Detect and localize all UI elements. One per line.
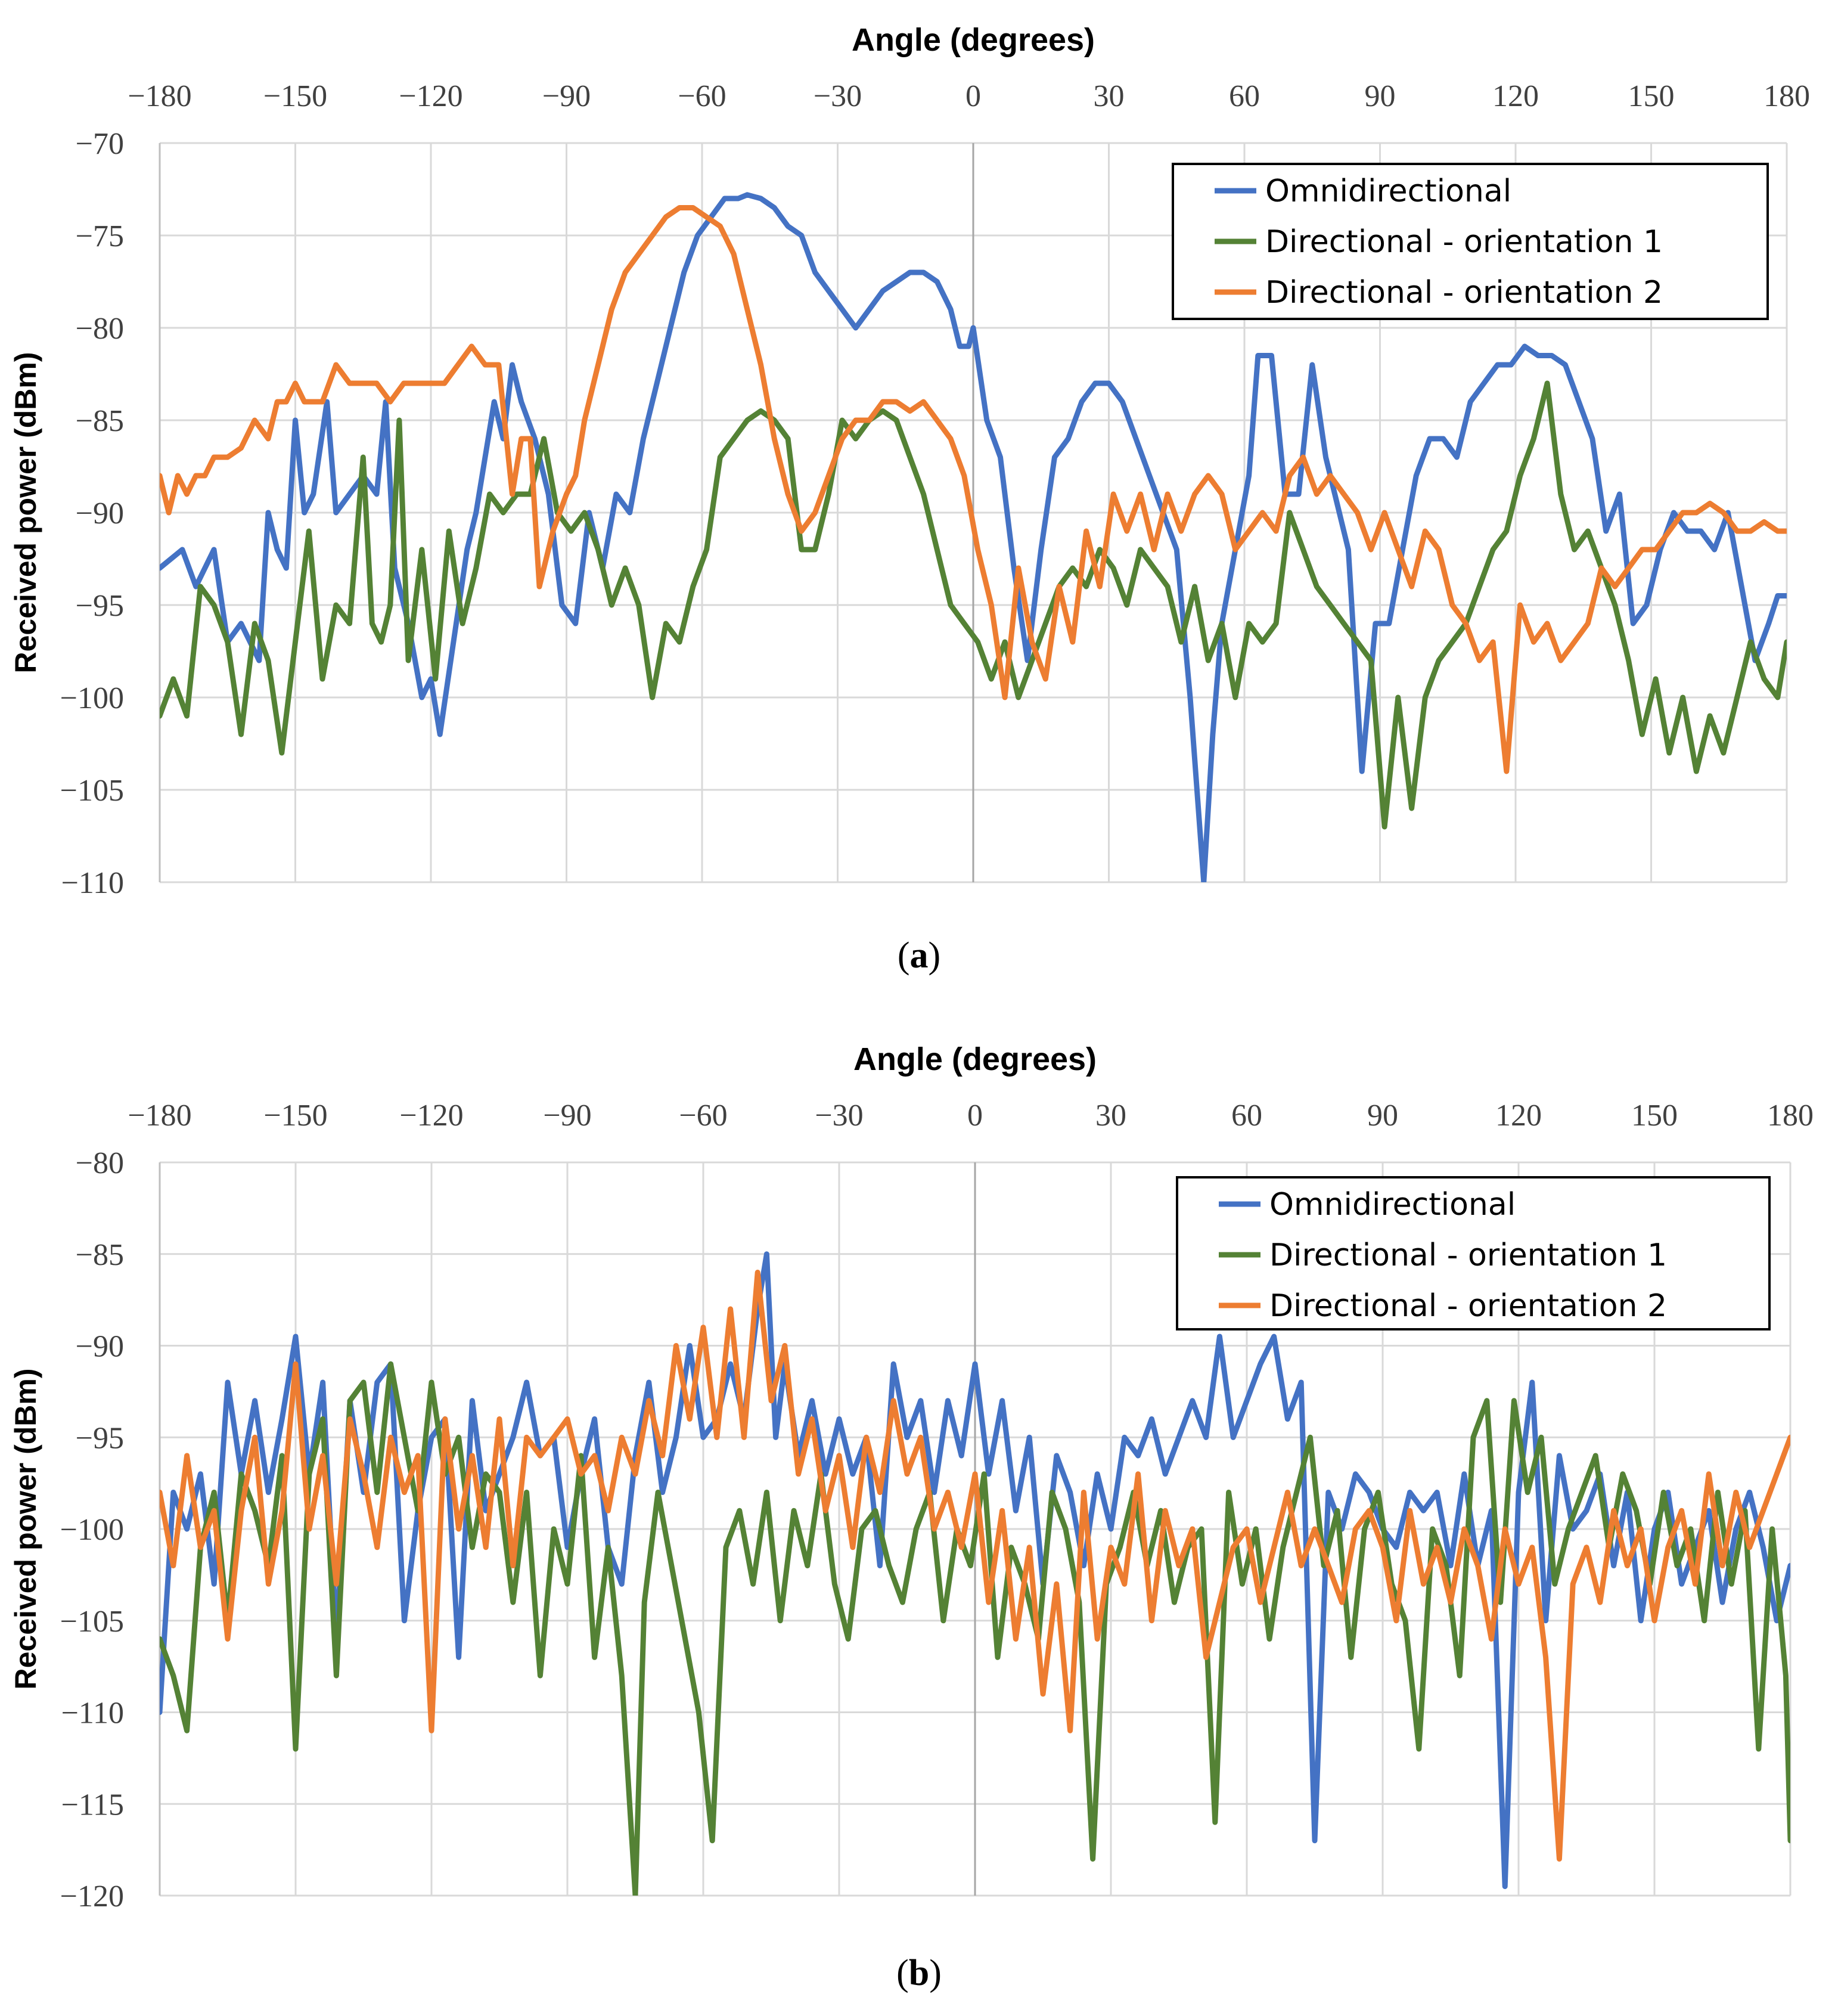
x-tick-label: 150 [1631,1099,1678,1133]
x-tick-label: 30 [1095,1099,1126,1133]
x-tick-label: 120 [1495,1099,1542,1133]
x-tick-label: 120 [1492,79,1539,113]
x-tick-label: 180 [1767,1099,1814,1133]
legend-label: Omnidirectional [1265,173,1511,209]
legend-box [1172,163,1769,320]
y-tick-label: −75 [76,219,124,253]
series-line-omni [160,192,1787,882]
y-tick-label: −95 [76,1421,124,1455]
series-line-dir2 [160,1270,1790,1862]
chart-panel-b: −180 −150 −120 −90 −60 −30 0 30 60 90 120 150 180 −80… [9,1041,1814,1913]
y-tick-label: −100 [60,1513,124,1547]
x-tick-label: 90 [1365,79,1396,113]
x-tick-label: 30 [1094,79,1125,113]
y-tick-label: −100 [60,681,124,715]
series-line-dir1 [160,380,1787,830]
y-tick-label: −80 [76,312,124,346]
y-tick-label: −110 [61,866,124,900]
x-axis-title: Angle (degrees) [852,22,1095,58]
legend-label: Directional - orientation 2 [1265,275,1663,311]
x-tick-label: −30 [815,1099,863,1133]
x-tick-label: 180 [1764,79,1810,113]
y-tick-label: −90 [76,1330,124,1364]
x-tick-label: −120 [399,79,462,113]
x-tick-label: −150 [263,1099,327,1133]
x-tick-label: −180 [128,1099,191,1133]
x-tick-label: −90 [543,1099,591,1133]
panel-label-a: (a) [897,935,941,976]
y-tick-label: −110 [61,1696,124,1730]
series-line-dir2 [160,205,1787,774]
x-tick-label: −60 [678,79,726,113]
x-tick-label: −180 [128,79,191,113]
y-tick-label: −95 [76,589,124,623]
y-axis-title: Received power (dBm) [9,352,42,673]
legend: Omnidirectional Directional - orientation… [1176,1176,1771,1330]
y-tick-label: −90 [76,497,124,531]
x-tick-label: 0 [965,79,981,113]
y-tick-label: −105 [60,1605,124,1639]
legend: Omnidirectional Directional - orientation… [1172,163,1769,320]
x-tick-label: −30 [814,79,862,113]
legend-box [1176,1176,1771,1330]
legend-label: Directional - orientation 2 [1269,1288,1667,1324]
y-tick-label: −120 [60,1879,124,1913]
y-tick-label: −85 [76,1238,124,1272]
y-tick-label: −80 [76,1146,124,1180]
x-tick-label: 150 [1628,79,1675,113]
chart-panel-a: −180 −150 −120 −90 −60 −30 0 30 60 90 120 150 180 −70… [9,22,1810,900]
x-axis-title: Angle (degrees) [853,1041,1097,1077]
x-tick-label: −90 [542,79,591,113]
y-tick-label: −115 [61,1788,124,1822]
y-tick-label: −105 [60,774,124,808]
x-tick-label: −150 [263,79,327,113]
legend-label: Omnidirectional [1269,1187,1516,1223]
x-tick-label: 60 [1229,79,1260,113]
y-tick-label: −70 [76,127,124,161]
x-tick-label: 90 [1367,1099,1398,1133]
y-axis-title: Received power (dBm) [9,1368,42,1689]
x-tick-label: 0 [967,1099,983,1133]
x-tick-label: −60 [679,1099,727,1133]
x-tick-label: −120 [399,1099,463,1133]
series-line-omni [160,1251,1790,1890]
x-tick-label: 60 [1231,1099,1262,1133]
y-tick-label: −85 [76,404,124,438]
legend-label: Directional - orientation 1 [1269,1237,1667,1273]
legend-label: Directional - orientation 1 [1265,224,1663,260]
panel-label-b: (b) [896,1953,942,1993]
